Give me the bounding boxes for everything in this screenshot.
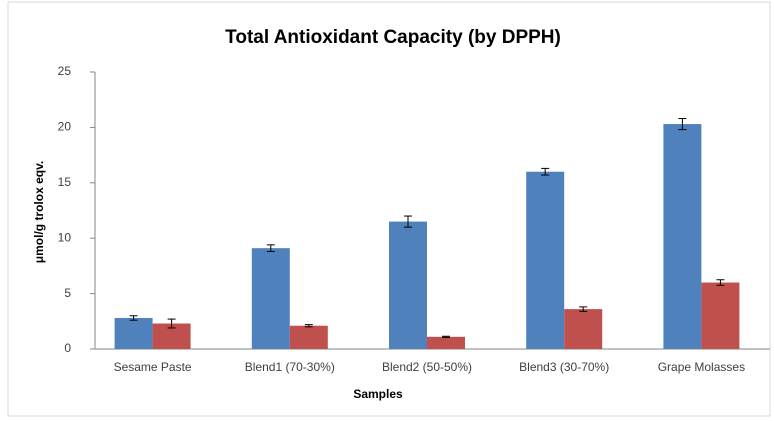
error-bar: [304, 324, 313, 328]
bar: [427, 336, 465, 349]
bar: [389, 221, 427, 349]
y-tick-label: 20: [58, 120, 72, 134]
x-tick-label: Blend1 (70-30%): [245, 360, 335, 374]
x-tick-label: Sesame Paste: [114, 360, 192, 374]
error-bar: [129, 315, 138, 321]
y-tick-label: 15: [58, 175, 72, 189]
y-tick-label: 0: [64, 341, 71, 355]
x-tick-label: Grape Molasses: [658, 360, 745, 374]
error-bar: [716, 279, 725, 286]
bar: [701, 282, 740, 349]
x-tick-label: Blend2 (50-50%): [382, 360, 472, 374]
bar: [663, 124, 702, 350]
bar: [526, 171, 565, 349]
y-tick-label: 10: [58, 230, 72, 244]
chart-title: Total Antioxidant Capacity (by DPPH): [225, 27, 561, 48]
y-tick-label: 25: [58, 64, 72, 78]
chart-frame: [7, 1, 771, 417]
bar: [564, 309, 603, 349]
error-bar: [167, 318, 176, 329]
error-bar: [541, 167, 550, 176]
error-bar: [678, 118, 687, 131]
error-bar: [404, 215, 412, 228]
bar: [114, 317, 153, 349]
error-bar: [442, 335, 450, 338]
x-axis-title: Samples: [353, 387, 403, 401]
bar: [251, 248, 290, 349]
bar: [289, 325, 328, 349]
y-tick-label: 5: [64, 286, 71, 300]
error-bar: [266, 244, 275, 252]
x-tick-label: Blend3 (30-70%): [519, 360, 609, 374]
y-axis-title: μmol/g trolox eqv.: [32, 161, 46, 263]
error-bar: [579, 306, 588, 312]
